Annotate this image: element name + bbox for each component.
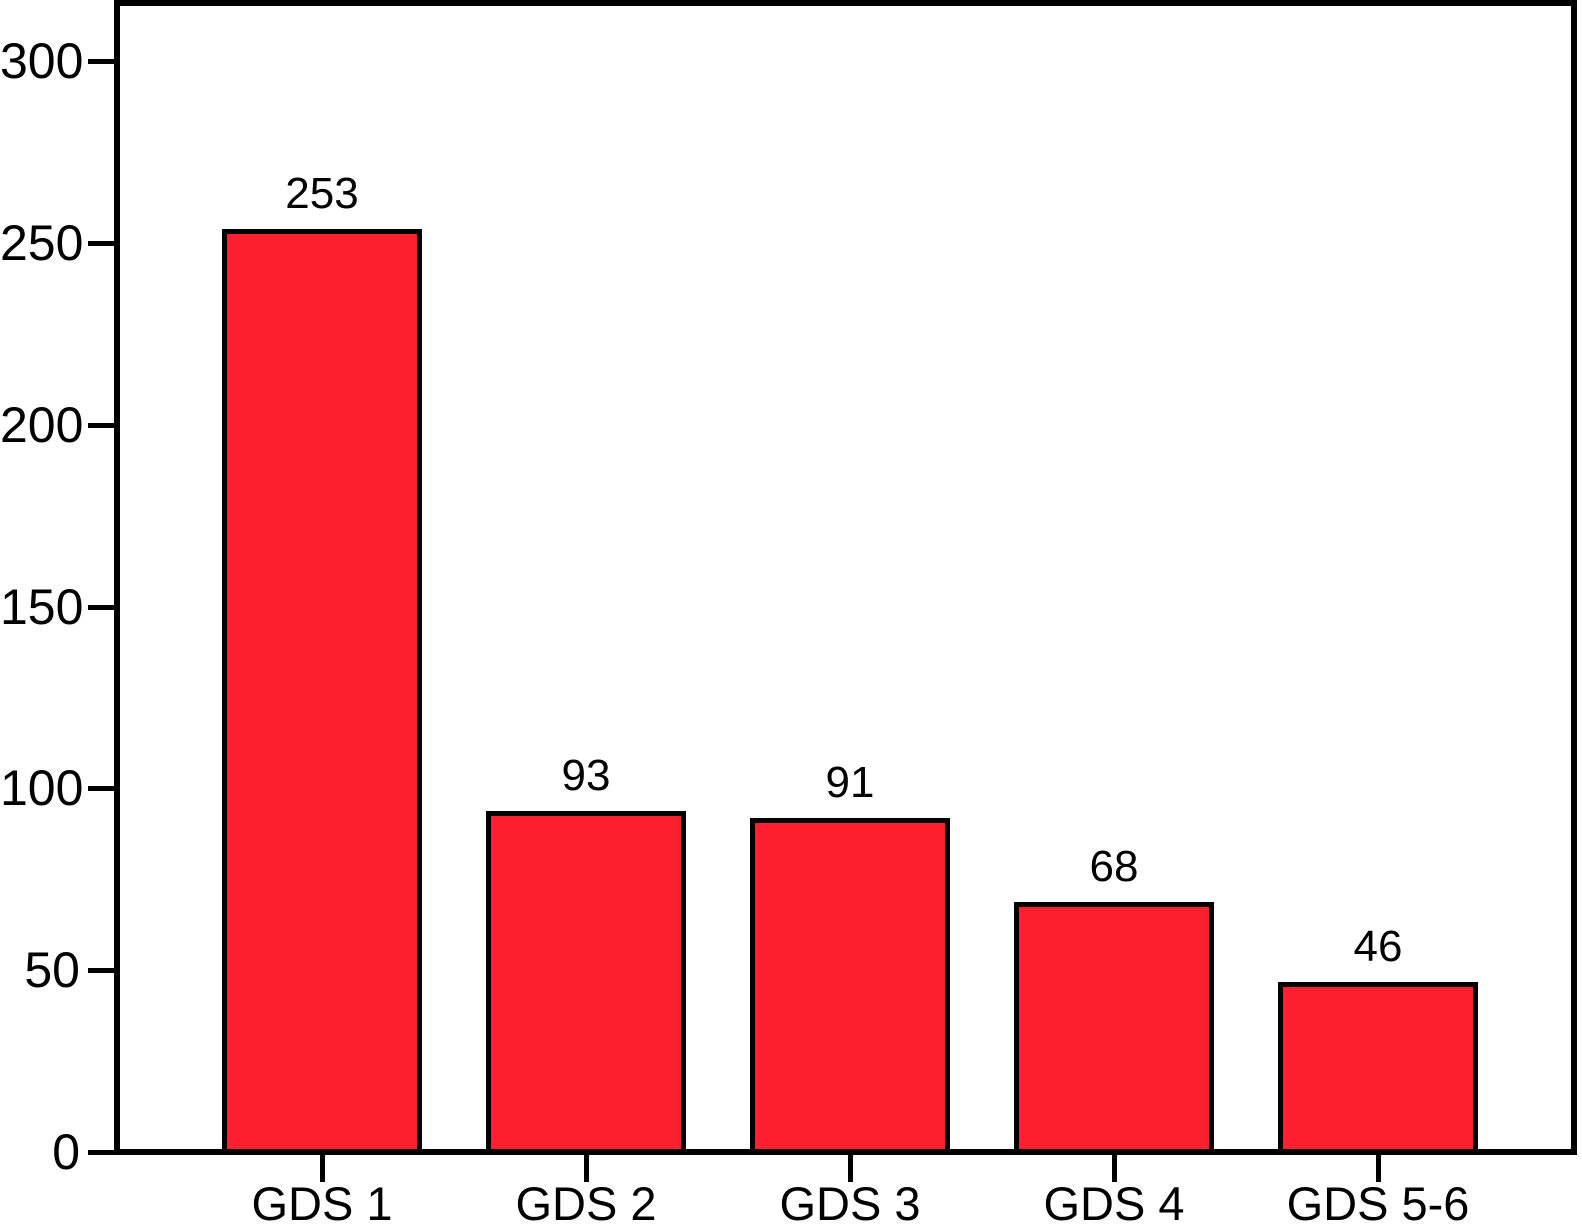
x-axis-tick [848, 1155, 853, 1182]
y-axis-tick-label: 300 [0, 33, 84, 89]
bar-value-label: 253 [285, 168, 359, 218]
bar-gds-2 [486, 811, 686, 1149]
plot-area: 253 93 91 68 46 [114, 0, 1577, 1155]
y-axis-tick [88, 241, 115, 246]
bar-gds-3 [750, 818, 950, 1149]
y-axis-tick-label: 100 [0, 760, 84, 816]
x-axis-category-label: GDS 1 [251, 1177, 393, 1229]
x-axis-tick [320, 1155, 325, 1182]
x-axis-tick [1376, 1155, 1381, 1182]
bar-gds-4 [1014, 902, 1214, 1149]
y-axis-tick [88, 786, 115, 791]
y-axis-tick [88, 59, 115, 64]
y-axis-tick [88, 968, 115, 973]
y-axis-tick [88, 423, 115, 428]
y-axis-tick-label: 200 [0, 397, 84, 453]
x-axis-category-label: GDS 4 [1043, 1177, 1185, 1229]
y-axis-tick-label: 150 [0, 579, 84, 635]
bar-value-label: 91 [825, 757, 875, 807]
x-axis-category-label: GDS 2 [515, 1177, 657, 1229]
y-axis-tick [88, 605, 115, 610]
x-axis-tick [1112, 1155, 1117, 1182]
bar-value-label: 93 [561, 750, 611, 800]
bar-value-label: 46 [1353, 921, 1403, 971]
x-axis-category-label: GDS 3 [779, 1177, 921, 1229]
y-axis-tick [88, 1150, 115, 1155]
bar-value-label: 68 [1089, 841, 1139, 891]
y-axis-tick-label: 250 [0, 215, 84, 271]
y-axis-tick-label: 50 [24, 942, 80, 998]
y-axis-tick-label: 0 [52, 1124, 80, 1180]
bar-gds-5-6 [1278, 982, 1478, 1149]
x-axis-tick [584, 1155, 589, 1182]
bar-gds-1 [222, 229, 422, 1149]
x-axis-category-label: GDS 5-6 [1286, 1177, 1470, 1229]
